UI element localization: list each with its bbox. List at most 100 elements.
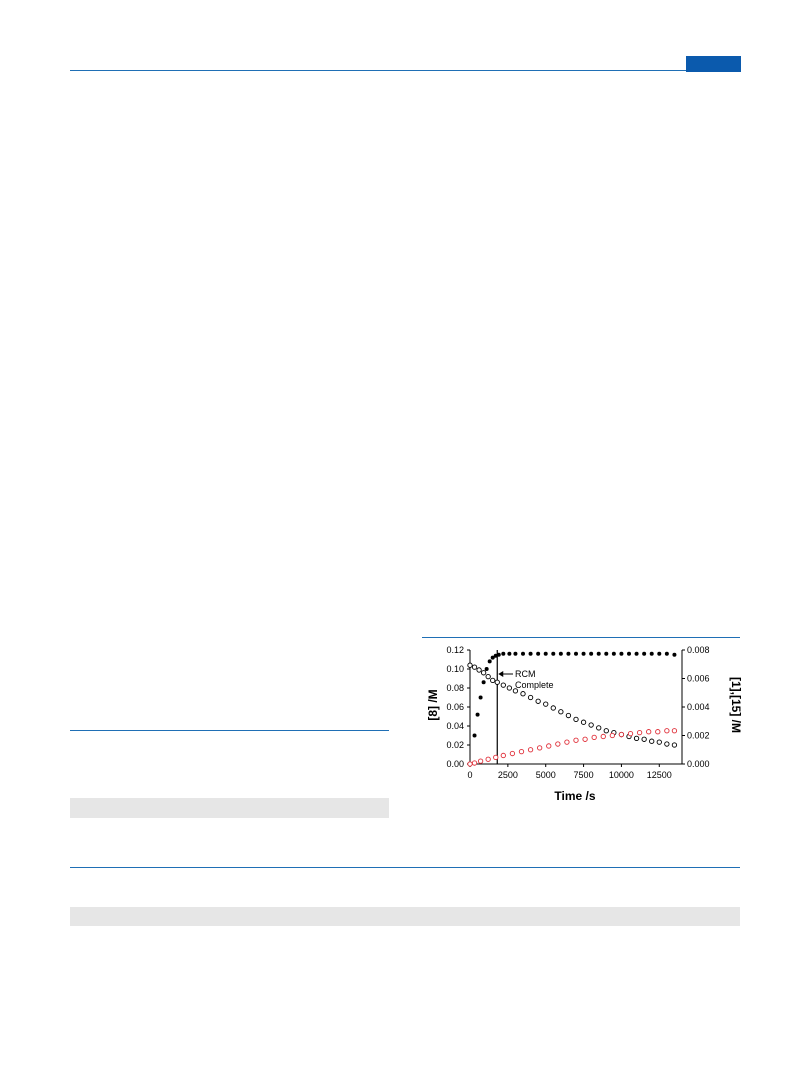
data-point (527, 747, 534, 753)
data-point (609, 732, 615, 739)
data-point (649, 651, 654, 656)
data-point (574, 651, 578, 656)
kinetics-chart: 0 2500 5000 7500 10000 12500 0.00 0.02 0.04 0.06 0… (426, 645, 743, 803)
data-point (633, 735, 640, 742)
y-right-tick-label: 0.008 (687, 645, 710, 655)
data-point (558, 709, 564, 715)
y-right-tick-label: 0.006 (687, 674, 710, 684)
data-point (485, 673, 491, 680)
data-point (564, 739, 570, 745)
bottom-rule (70, 867, 740, 868)
y-axis-left-title: [8] /M (426, 689, 440, 720)
data-point (490, 677, 496, 684)
data-point (555, 741, 561, 747)
x-tick-label: 2500 (498, 770, 518, 780)
data-point (512, 688, 519, 694)
data-point (484, 667, 489, 671)
data-point (655, 729, 661, 735)
data-point (527, 694, 534, 701)
data-point (536, 651, 541, 656)
data-point (543, 651, 548, 656)
y-right-tick-label: 0.004 (687, 702, 710, 712)
data-point (627, 730, 634, 737)
data-point (618, 731, 625, 738)
data-point (573, 737, 579, 743)
grey-bar-bottom (70, 907, 740, 926)
data-point (671, 728, 678, 734)
data-point (487, 659, 492, 664)
data-point (611, 651, 616, 656)
data-point (649, 738, 655, 744)
top-rule (70, 70, 740, 71)
data-point (580, 719, 587, 725)
data-point (521, 651, 525, 656)
y-right-tick-label: 0.002 (687, 731, 710, 741)
data-point (551, 651, 556, 656)
data-point (485, 756, 491, 762)
data-point (500, 682, 506, 688)
y-left-tick-label: 0.10 (446, 664, 464, 674)
data-point (509, 750, 516, 757)
data-point (672, 652, 677, 657)
data-point (600, 733, 606, 740)
data-point (565, 712, 572, 719)
data-point (603, 728, 609, 734)
data-point (467, 761, 473, 767)
data-point (535, 698, 541, 704)
x-tick-label: 5000 (536, 770, 556, 780)
data-point (520, 691, 526, 697)
data-point (478, 695, 483, 700)
data-point (634, 651, 639, 656)
series (467, 651, 678, 767)
data-point (596, 651, 601, 656)
data-point (475, 712, 480, 717)
y-left-tick-label: 0.06 (446, 702, 464, 712)
series-2 (467, 728, 678, 767)
data-point (477, 758, 484, 764)
y-left-tick-label: 0.12 (446, 645, 464, 655)
annotation-arrow-head (498, 671, 504, 677)
y-left-tick-label: 0.04 (446, 721, 464, 731)
labels: Time /s [8] /M [1],[15] /M RCM Complete (426, 669, 743, 803)
axes (469, 650, 683, 765)
data-point (573, 716, 579, 723)
data-point (528, 651, 533, 656)
data-point (493, 653, 498, 658)
data-point (664, 651, 669, 656)
figure-top-rule (422, 637, 740, 638)
data-point (657, 651, 662, 656)
data-point (471, 760, 478, 766)
ticks: 0 2500 5000 7500 10000 12500 0.00 0.02 0.04 0.06 0… (446, 645, 709, 780)
data-point (467, 662, 473, 668)
data-point (550, 705, 556, 711)
y-left-tick-label: 0.08 (446, 683, 464, 693)
data-point (506, 685, 513, 691)
data-point (589, 651, 594, 656)
data-point (596, 725, 602, 731)
data-point (490, 655, 495, 660)
data-point (604, 651, 609, 656)
data-point (518, 749, 525, 755)
data-point (582, 736, 588, 742)
data-point (471, 664, 478, 670)
data-point (472, 733, 477, 738)
y-right-tick-label: 0.000 (687, 759, 710, 769)
data-point (481, 680, 486, 685)
x-tick-label: 0 (467, 770, 472, 780)
y-axis-right-title: [1],[15] /M (729, 677, 743, 733)
data-point (496, 652, 501, 657)
annotation-line-2: Complete (515, 680, 554, 690)
data-point (507, 651, 512, 656)
series-0 (468, 651, 677, 766)
annotation-line-1: RCM (515, 669, 536, 679)
data-point (619, 651, 624, 656)
data-point (581, 651, 586, 656)
data-point (558, 651, 563, 656)
data-point (546, 743, 552, 749)
data-point (641, 736, 647, 742)
data-point (671, 742, 678, 748)
data-point (566, 651, 571, 656)
data-point (537, 745, 543, 751)
table-rule-left (70, 730, 389, 731)
data-point (646, 729, 652, 735)
